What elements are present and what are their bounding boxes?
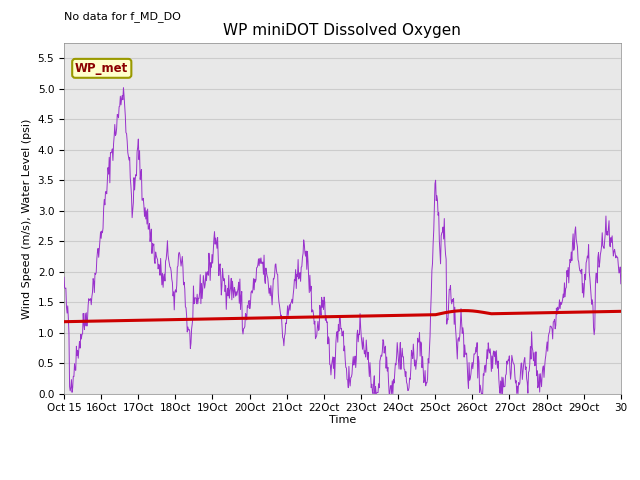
Y-axis label: Wind Speed (m/s), Water Level (psi): Wind Speed (m/s), Water Level (psi) (22, 118, 32, 319)
Text: WP_met: WP_met (75, 62, 129, 75)
Text: No data for f_MD_DO: No data for f_MD_DO (64, 11, 181, 22)
Title: WP miniDOT Dissolved Oxygen: WP miniDOT Dissolved Oxygen (223, 23, 461, 38)
X-axis label: Time: Time (329, 415, 356, 425)
Legend: WP_ws, f_WaterLevel: WP_ws, f_WaterLevel (232, 477, 453, 480)
